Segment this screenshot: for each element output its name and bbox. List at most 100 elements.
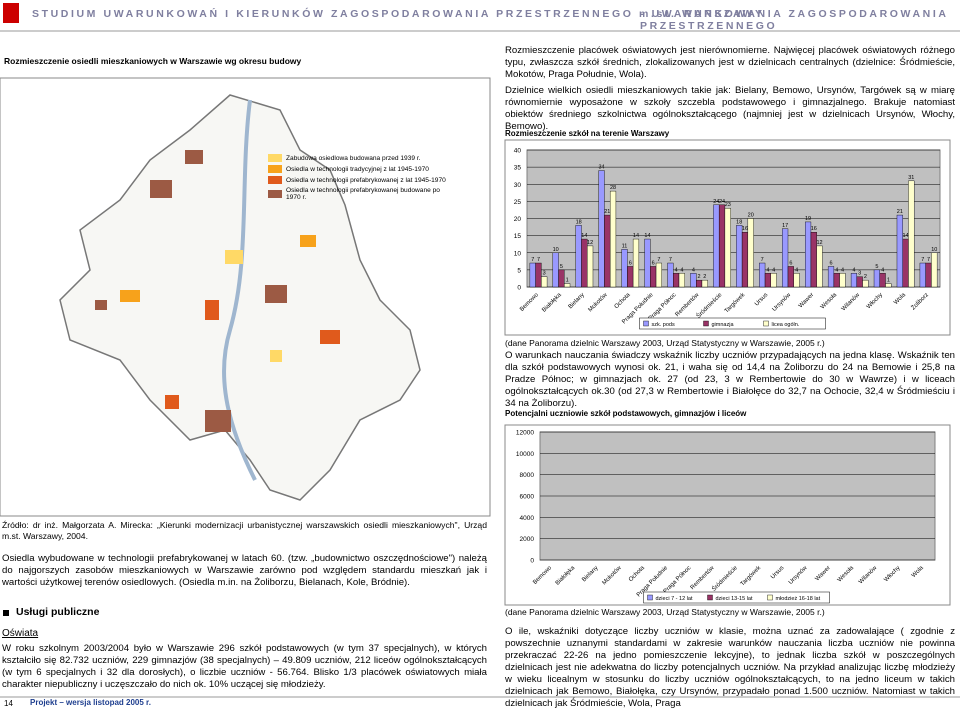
value-label: 1 [566,278,569,284]
bar [747,218,754,288]
value-label: 5 [875,264,878,270]
y-tick-label: 5 [517,267,521,274]
map-title: Rozmieszczenie osiedli mieszkaniowych w … [4,56,302,66]
bar [724,208,731,288]
value-label: 14 [581,233,587,239]
bar [736,225,743,288]
legend-label: Zabudowa osiedlowa budowana przed 1939 r… [286,154,421,162]
bar [816,245,823,288]
x-tick-label: Żoliborz [910,291,930,311]
value-label: 5 [560,264,563,270]
value-label: 12 [587,240,593,246]
x-tick-label: Ochota [614,292,632,310]
bar [673,273,680,288]
legend-swatch [268,190,282,198]
y-tick-label: 30 [514,182,522,189]
bar [873,269,880,288]
value-label: 24 [719,199,725,205]
value-label: 11 [622,243,628,249]
x-tick-label: Ochota [628,565,646,583]
value-label: 12 [816,240,822,246]
source: (dane Panorama dzielnic Warszawy 2003, U… [505,338,825,348]
legend-swatch [647,594,653,601]
y-tick-label: 4000 [520,515,535,522]
value-label: 4 [675,267,678,273]
legend-label: licea ogóln. [772,322,800,328]
value-label: 7 [531,257,534,263]
chart-title: Potencjalni uczniowie szkół podstawowych… [505,409,747,418]
value-label: 1 [887,278,890,284]
value-label: 7 [927,257,930,263]
value-label: 7 [921,257,924,263]
x-tick-label: Bemowo [519,292,540,313]
value-label: 20 [748,213,754,219]
legend-item: Osiedla w technologii tradycyjnej z lat … [268,165,448,173]
bar [604,214,611,288]
bar [667,262,674,288]
value-label: 4 [835,267,838,273]
bar [632,238,640,288]
value-label: 2 [864,274,867,280]
value-label: 28 [610,185,616,191]
x-tick-label: Śródmieście [710,563,739,592]
value-label: 4 [766,267,769,273]
bar [701,279,708,288]
bar [678,273,685,288]
bar [925,262,932,288]
x-tick-label: Śródmieście [694,290,723,319]
bar [741,231,749,288]
legend-label: Osiedla w technologii tradycyjnej z lat … [286,165,429,173]
paragraph: W roku szkolnym 2003/2004 było w Warszaw… [2,643,487,690]
source: Źródło: dr inż. Małgorzata A. Mirecka: „… [2,520,487,541]
bar [558,269,565,288]
map-legend: Zabudowa osiedlowa budowana przed 1939 r… [268,154,448,204]
bar [902,238,909,288]
bar [535,262,542,288]
bar [856,276,863,288]
x-tick-label: Wesoła [837,565,856,584]
y-tick-label: 0 [517,285,521,292]
paragraph: Dzielnice wielkich osiedli mieszkaniowyc… [505,85,955,132]
chart-title: Rozmieszczenie szkół na terenie Warszawy [505,129,670,138]
value-label: 3 [543,271,546,277]
legend-swatch [643,320,649,327]
bar [650,266,657,288]
y-tick-label: 0 [530,558,534,565]
x-tick-label: Bielany [581,565,599,583]
bar [529,262,536,288]
value-label: 7 [537,257,540,263]
bar [850,273,858,288]
bar [770,273,777,288]
value-label: 7 [669,257,672,263]
y-tick-label: 8000 [520,472,535,479]
paragraph: O ile, wskaźniki dotyczące liczby ucznió… [505,626,955,709]
header-section: - UWARUNKOWANIA ZAGOSPODAROWANIA PRZESTR… [640,8,949,32]
value-label: 7 [761,257,764,263]
value-label: 4 [692,267,695,273]
value-label: 6 [829,260,832,266]
x-tick-label: Białołęka [555,565,577,587]
legend-label: dzieci 13-15 lat [716,596,753,602]
bar [718,204,726,288]
value-label: 19 [805,216,811,222]
bullet [3,610,9,616]
subheading: Oświata [2,628,39,639]
river [222,99,257,481]
bar [627,266,634,288]
legend-item: Osiedla w technologii prefabrykowanej z … [268,176,448,184]
legend-label: Osiedla w technologii prefabrykowanej z … [286,176,446,184]
y-tick-label: 15 [514,233,522,240]
value-label: 24 [713,199,719,205]
legend-swatch [268,154,282,162]
x-tick-label: Mokotów [602,565,624,587]
value-label: 2 [703,274,706,280]
bar [759,262,766,288]
x-tick-label: Targówek [740,564,763,587]
heading: Usługi publiczne [16,606,100,618]
value-label: 2 [698,274,701,280]
value-label: 6 [789,260,792,266]
bar [609,190,617,288]
bar [713,204,720,288]
legend-label: szk. pods [652,322,675,328]
